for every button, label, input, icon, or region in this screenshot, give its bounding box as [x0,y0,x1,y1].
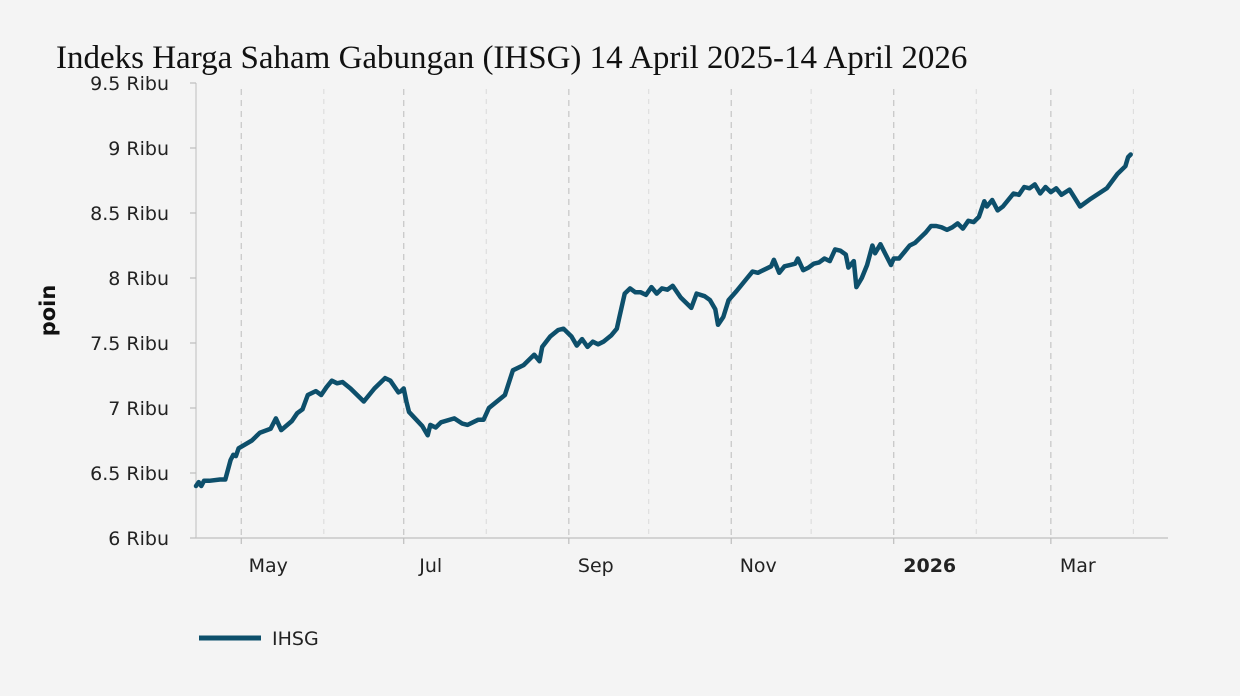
x-tick-label: 2026 [903,555,956,577]
grid-lines [240,89,1134,538]
x-axis-ticks: May Jul Sep Nov 2026 Mar [240,538,1096,577]
chart-title: Indeks Harga Saham Gabungan (IHSG) 14 Ap… [56,40,968,76]
series-line-ihsg [193,152,1133,489]
x-tick-label: Mar [1060,555,1096,577]
y-tick-label: 8 Ribu [108,268,169,290]
y-tick-label: 8.5 Ribu [90,203,169,225]
y-axis-label: poin [36,285,60,337]
series-layer [193,152,1133,489]
legend[interactable]: IHSG [199,628,319,650]
y-tick-label: 6 Ribu [108,528,169,550]
y-tick-label: 6.5 Ribu [90,463,169,485]
y-tick-label: 9 Ribu [108,138,169,160]
y-tick-label: 9.5 Ribu [90,73,169,95]
axes [195,83,1168,539]
legend-label: IHSG [272,628,319,650]
y-tick-label: 7.5 Ribu [90,333,169,355]
x-tick-label: Nov [740,555,777,577]
y-tick-label: 7 Ribu [108,398,169,420]
x-tick-label: May [249,555,288,577]
x-tick-label: Sep [578,555,614,577]
y-axis-ticks: 6 Ribu 6.5 Ribu 7 Ribu 7.5 Ribu 8 Ribu 8.5 Ri… [90,73,196,550]
x-tick-label: Jul [418,555,442,577]
